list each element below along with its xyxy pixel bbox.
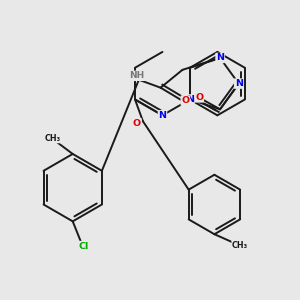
Text: O: O [181,96,190,105]
Text: N: N [186,95,194,104]
Text: NH: NH [129,71,145,80]
Text: O: O [133,119,141,128]
Text: N: N [158,111,166,120]
Text: Cl: Cl [79,242,89,250]
Text: O: O [195,93,203,102]
Text: CH₃: CH₃ [232,241,248,250]
Text: CH₃: CH₃ [45,134,61,142]
Text: N: N [216,53,224,62]
Text: N: N [235,79,243,88]
